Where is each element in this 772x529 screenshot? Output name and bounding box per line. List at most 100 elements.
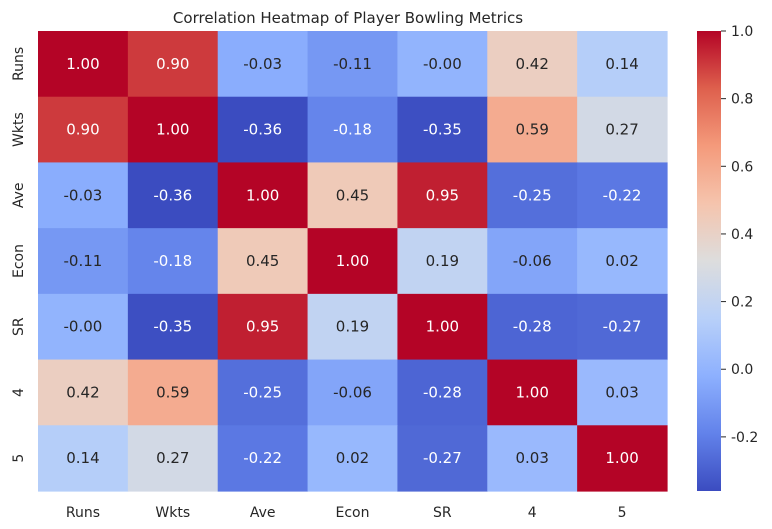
heatmap-cell-label: 0.02 <box>605 252 638 270</box>
heatmap-cell-sr-5 <box>577 293 668 361</box>
x-tick-label: 5 <box>618 505 627 521</box>
y-tick-label: 5 <box>11 454 27 463</box>
heatmap-cell-label: 0.45 <box>246 252 279 270</box>
y-tick-label: SR <box>11 317 27 336</box>
heatmap-cell-4-5 <box>577 359 668 426</box>
heatmap-cell-wkts-econ <box>307 96 399 164</box>
heatmap-cell-label: -0.00 <box>64 318 103 336</box>
colorbar: -0.2 0.0 0.2 0.4 0.6 0.8 1.0 <box>697 24 758 491</box>
colorbar-tick-labels: -0.2 0.0 0.2 0.4 0.6 0.8 1.0 <box>721 24 758 446</box>
y-tick-label: Runs <box>11 47 27 81</box>
heatmap-cell-label: -0.35 <box>153 318 192 336</box>
y-tick-label: Wkts <box>11 112 27 147</box>
heatmap-cell-econ-wkts <box>127 228 219 295</box>
heatmap-cell-econ-econ <box>307 228 399 295</box>
colorbar-tick-label: 0.2 <box>731 295 753 311</box>
heatmap-cell-ave-5 <box>577 162 668 229</box>
heatmap-cell-label: -0.11 <box>333 55 372 73</box>
y-axis-tick-labels: Runs Wkts Ave Econ SR 4 5 <box>11 47 27 463</box>
heatmap-cell-label: 1.00 <box>605 449 638 467</box>
heatmap-cell-label: 1.00 <box>156 121 189 139</box>
heatmap-cell-label: 0.19 <box>336 318 369 336</box>
x-axis-tick-labels: Runs Wkts Ave Econ SR 4 5 <box>66 505 627 521</box>
heatmap-cell-label: 1.00 <box>336 252 369 270</box>
heatmap-cell-4-ave <box>217 359 309 426</box>
heatmap-cell-ave-wkts <box>127 162 219 229</box>
x-tick-label: SR <box>433 505 452 521</box>
heatmap-cell-label: 0.95 <box>246 318 279 336</box>
heatmap-cell-label: 0.42 <box>516 55 549 73</box>
heatmap-cell-4-sr <box>397 359 488 426</box>
heatmap-cell-sr-econ <box>307 293 399 361</box>
heatmap-cell-labels: 1.00 0.90 -0.03 -0.11 -0.00 0.42 0.14 0.90 1.00 -… <box>64 55 642 467</box>
colorbar-tick-label: 1.0 <box>731 24 753 40</box>
heatmap-cell-label: 1.00 <box>426 318 459 336</box>
heatmap-cell-ave-econ <box>307 162 399 229</box>
x-tick-label: Runs <box>66 505 100 521</box>
heatmap-cell-5-5 <box>577 425 668 492</box>
heatmap-cell-ave-4 <box>487 162 578 229</box>
chart-title: Correlation Heatmap of Player Bowling Me… <box>173 9 523 27</box>
heatmap-cell-4-runs <box>38 359 129 426</box>
heatmap-cell-label: 0.59 <box>156 383 189 401</box>
heatmap-cell-runs-runs <box>38 31 129 98</box>
heatmap-cell-sr-sr <box>397 293 488 361</box>
heatmap-cell-label: 1.00 <box>516 383 549 401</box>
heatmap-cell-label: -0.25 <box>243 383 282 401</box>
heatmap-cell-label: 0.45 <box>336 186 369 204</box>
heatmap-cell-label: 0.03 <box>605 383 638 401</box>
heatmap-cell-label: -0.28 <box>513 318 552 336</box>
heatmap-cell-label: -0.25 <box>513 186 552 204</box>
heatmap-cell-label: -0.36 <box>243 121 282 139</box>
x-tick-label: Econ <box>336 505 370 521</box>
heatmap-cell-sr-ave <box>217 293 309 361</box>
heatmap-cell-sr-4 <box>487 293 578 361</box>
heatmap-cell-label: 1.00 <box>246 186 279 204</box>
heatmap-cell-econ-5 <box>577 228 668 295</box>
colorbar-tick-label: 0.0 <box>731 362 753 378</box>
heatmap-cell-label: -0.06 <box>513 252 552 270</box>
heatmap-cell-label: 0.14 <box>605 55 638 73</box>
heatmap-cells <box>38 31 668 492</box>
x-tick-label: Wkts <box>155 505 190 521</box>
heatmap-cell-econ-ave <box>217 228 309 295</box>
heatmap-cell-label: -0.03 <box>243 55 282 73</box>
heatmap-cell-label: -0.35 <box>423 121 462 139</box>
heatmap-cell-label: 1.00 <box>66 55 99 73</box>
heatmap-cell-5-sr <box>397 425 488 492</box>
heatmap-cell-label: -0.18 <box>333 121 372 139</box>
heatmap-cell-4-econ <box>307 359 399 426</box>
heatmap-cell-ave-ave <box>217 162 309 229</box>
heatmap-cell-ave-sr <box>397 162 488 229</box>
y-tick-label: Econ <box>11 244 27 278</box>
heatmap-cell-label: 0.27 <box>156 449 189 467</box>
heatmap-cell-sr-runs <box>38 293 129 361</box>
colorbar-tick-label: -0.2 <box>731 430 758 446</box>
heatmap-cell-label: 0.59 <box>516 121 549 139</box>
colorbar-tick-label: 0.8 <box>731 92 753 108</box>
heatmap-cell-wkts-runs <box>38 96 129 164</box>
y-tick-label: 4 <box>11 388 27 397</box>
heatmap-cell-runs-wkts <box>127 31 219 98</box>
heatmap-cell-label: 0.42 <box>66 383 99 401</box>
heatmap-cell-runs-econ <box>307 31 399 98</box>
x-tick-label: Ave <box>250 505 276 521</box>
y-tick-label: Ave <box>11 182 27 208</box>
heatmap-cell-runs-ave <box>217 31 309 98</box>
heatmap-cell-label: -0.03 <box>64 186 103 204</box>
heatmap-cell-runs-4 <box>487 31 578 98</box>
heatmap-cell-label: -0.27 <box>423 449 462 467</box>
heatmap-cell-5-runs <box>38 425 129 492</box>
heatmap-cell-label: -0.36 <box>153 186 192 204</box>
heatmap-cell-label: 0.27 <box>605 121 638 139</box>
heatmap-cell-label: -0.28 <box>423 383 462 401</box>
heatmap-cell-label: -0.27 <box>603 318 642 336</box>
heatmap-cell-label: -0.22 <box>603 186 642 204</box>
heatmap-cell-5-econ <box>307 425 399 492</box>
heatmap-cell-label: 0.95 <box>426 186 459 204</box>
heatmap-cell-ave-runs <box>38 162 129 229</box>
heatmap-cell-wkts-wkts <box>127 96 219 164</box>
colorbar-tick-label: 0.6 <box>731 159 753 175</box>
heatmap-cell-econ-runs <box>38 228 129 295</box>
